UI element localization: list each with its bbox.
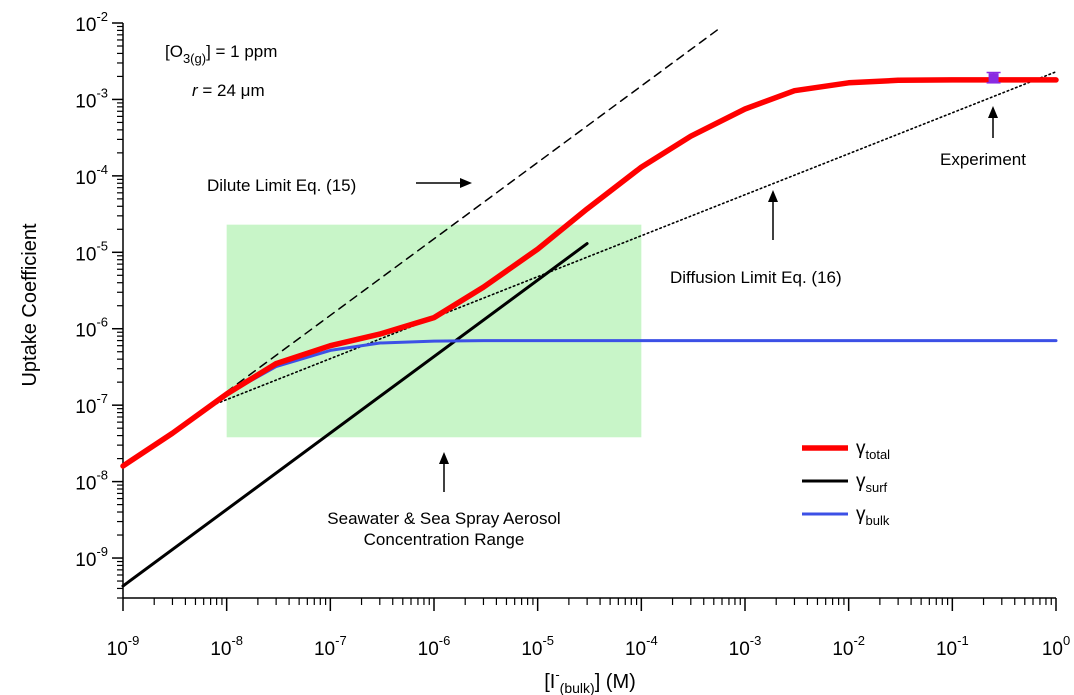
x-axis-title-tail: ] (M) bbox=[595, 671, 636, 693]
y-tick-label: 10-8 bbox=[75, 468, 108, 495]
x-axis-title-sub: (bulk) bbox=[560, 680, 595, 695]
x-axis-title-sup: - bbox=[555, 667, 559, 682]
ozone-condition-pre: [O bbox=[165, 42, 183, 61]
x-tick-label: 10-9 bbox=[107, 633, 140, 660]
concentration-range-label-line1: Seawater & Sea Spray Aerosol bbox=[327, 509, 560, 528]
x-tick-label: 100 bbox=[1042, 633, 1070, 660]
radius-value: = 24 μm bbox=[198, 81, 265, 100]
y-tick-label: 10-7 bbox=[75, 391, 108, 418]
y-axis-tick-labels: 10-9 10-8 10-7 10-6 10-5 10-4 10-3 10-2 bbox=[75, 9, 108, 571]
y-tick-label: 10-4 bbox=[75, 162, 108, 189]
series-layer bbox=[120, 25, 1059, 588]
diffusion-limit-label: Diffusion Limit Eq. (16) bbox=[670, 268, 842, 287]
y-tick-label: 10-2 bbox=[75, 9, 108, 36]
dilute-limit-label: Dilute Limit Eq. (15) bbox=[207, 176, 356, 195]
x-tick-label: 10-3 bbox=[729, 633, 762, 660]
legend: γtotal γsurf γbulk bbox=[802, 438, 890, 528]
ozone-condition-post: ] = 1 ppm bbox=[206, 42, 277, 61]
x-axis-title-main: [I bbox=[544, 671, 555, 693]
legend-label-total: γtotal bbox=[856, 438, 890, 462]
experiment-arrow bbox=[988, 106, 998, 138]
y-tick-label: 10-6 bbox=[75, 315, 108, 342]
y-tick-label: 10-5 bbox=[75, 238, 108, 265]
diffusion-limit-arrow bbox=[768, 190, 778, 240]
experiment-marker bbox=[988, 73, 999, 84]
x-axis-title: [I-(bulk)] (M) bbox=[544, 667, 636, 695]
concentration-range-shading bbox=[226, 224, 642, 438]
concentration-range-arrow bbox=[439, 452, 449, 492]
y-tick-label: 10-3 bbox=[75, 85, 108, 112]
gamma-surf-line bbox=[121, 242, 589, 588]
y-axis-ticks bbox=[112, 22, 123, 599]
diffusion-limit-line bbox=[202, 71, 1057, 410]
dilute-limit-line bbox=[202, 25, 723, 410]
concentration-range-label-line2: Concentration Range bbox=[364, 530, 525, 549]
x-tick-label: 10-6 bbox=[418, 633, 451, 660]
gamma-bulk-line bbox=[225, 339, 1058, 396]
x-tick-label: 10-4 bbox=[625, 633, 658, 660]
x-tick-label: 10-2 bbox=[832, 633, 865, 660]
ozone-condition-label: [O3(g)] = 1 ppm bbox=[165, 42, 277, 66]
radius-condition-label: r = 24 μm bbox=[192, 81, 265, 100]
axes: 10-9 10-8 10-7 10-6 10-5 10-4 10-3 10-2 10-1 100 … bbox=[75, 9, 1070, 660]
y-axis-title: Uptake Coefficient bbox=[19, 223, 41, 387]
experiment-label: Experiment bbox=[940, 150, 1026, 169]
radius-symbol: r bbox=[192, 81, 199, 100]
x-tick-label: 10-7 bbox=[314, 633, 347, 660]
legend-label-surf: γsurf bbox=[856, 471, 888, 495]
x-tick-label: 10-8 bbox=[210, 633, 243, 660]
ozone-condition-sub: 3(g) bbox=[183, 51, 206, 66]
dilute-limit-arrow bbox=[416, 178, 472, 188]
x-axis-ticks bbox=[122, 598, 1057, 611]
x-tick-label: 10-5 bbox=[521, 633, 554, 660]
x-axis-tick-labels: 10-9 10-8 10-7 10-6 10-5 10-4 10-3 10-2 10-1 100 bbox=[107, 633, 1071, 660]
y-tick-label: 10-9 bbox=[75, 544, 108, 571]
experiment-data-point bbox=[986, 71, 1001, 84]
x-tick-label: 10-1 bbox=[936, 633, 969, 660]
legend-label-bulk: γbulk bbox=[856, 504, 890, 528]
gamma-total-line bbox=[120, 77, 1059, 469]
